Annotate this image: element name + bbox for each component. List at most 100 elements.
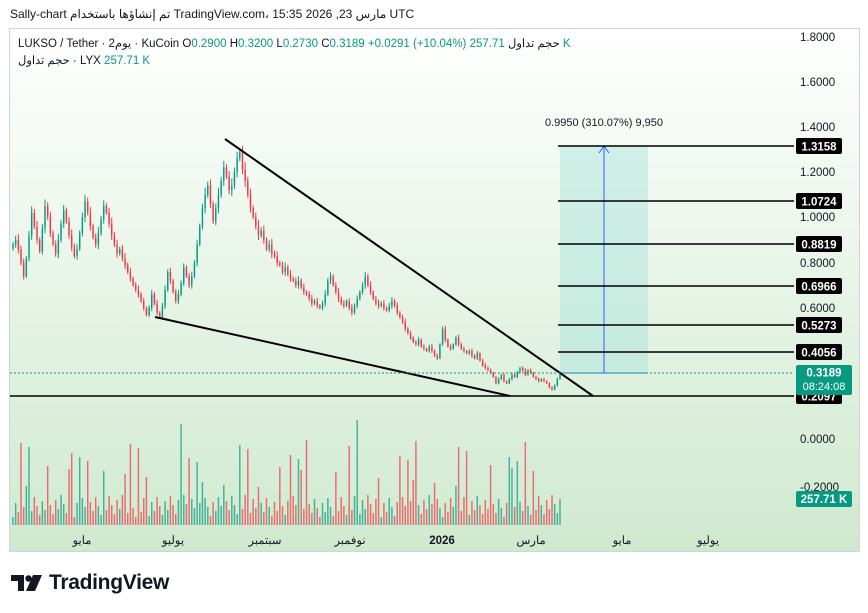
volume-bar: [44, 510, 46, 525]
volume-bar: [108, 496, 110, 525]
volume-bar: [311, 513, 313, 525]
candle-body: [340, 298, 342, 304]
volume-bar: [399, 456, 401, 525]
candle-body: [449, 346, 452, 349]
candle-body: [372, 292, 374, 299]
candle-body: [292, 278, 294, 281]
volume-bar: [281, 506, 284, 525]
lower-trendline[interactable]: [154, 316, 511, 397]
volume-bar: [57, 509, 60, 525]
volume-bar: [14, 503, 17, 525]
candle-body: [479, 353, 481, 361]
tradingview-logo[interactable]: TradingView: [11, 571, 169, 595]
volume-bar: [385, 512, 388, 525]
volume-bar: [244, 495, 246, 525]
volume-bar: [191, 499, 193, 525]
candle-body: [399, 312, 401, 318]
volume-bar: [383, 503, 385, 525]
volume-bar: [348, 446, 350, 525]
price-level-badge-label: 0.5273: [801, 321, 836, 333]
volume-bar: [54, 500, 57, 525]
candle-body: [151, 294, 153, 308]
candle-body: [78, 233, 81, 250]
candle-body: [508, 379, 511, 384]
volume-bar: [94, 497, 97, 525]
volume-bar: [433, 483, 436, 525]
volume-bar: [113, 514, 116, 525]
price-level-badge[interactable]: [796, 193, 842, 209]
volume-bar: [92, 511, 94, 525]
price-level-badge-label: 0.4056: [801, 348, 836, 360]
volume-bar: [479, 505, 481, 525]
candle-body: [489, 370, 492, 373]
x-tick-label: يوليو: [161, 534, 184, 547]
volume-bar: [556, 513, 559, 525]
volume-bar: [260, 503, 262, 525]
price-level-badge[interactable]: [796, 278, 842, 294]
volume-bar: [321, 503, 324, 525]
volume-bar: [204, 498, 206, 525]
y-tick-label: 1.6000: [800, 77, 835, 89]
chart-background: [10, 29, 859, 551]
candle-body: [476, 353, 479, 359]
candle-body: [100, 219, 102, 234]
candle-body: [127, 265, 129, 272]
candle-body: [124, 258, 126, 266]
volume-bar: [188, 458, 190, 525]
volume-bar: [129, 444, 132, 525]
candle-body: [172, 280, 174, 293]
volume-bar: [388, 498, 390, 525]
price-chart[interactable]: 0.9950 (310.07%) 9,950 1.8000 1.6000 1.400…: [10, 29, 860, 552]
price-level-badge[interactable]: [796, 138, 842, 154]
volume-bar: [332, 516, 334, 525]
volume-legend-label: حجم تداول · LYX: [18, 55, 101, 67]
price-level-badge[interactable]: [796, 317, 842, 333]
volume-bar: [489, 465, 492, 525]
volume-bar: [60, 495, 62, 525]
price-level-badge[interactable]: [796, 236, 842, 252]
candle-body: [265, 239, 268, 250]
volume-bar: [223, 485, 225, 525]
volume-bar: [505, 503, 508, 525]
candle-body: [143, 301, 145, 308]
candle-body: [97, 233, 100, 245]
candle-body: [367, 276, 369, 286]
volume-bar: [228, 510, 230, 525]
candle-body: [70, 235, 73, 247]
candle-body: [297, 280, 300, 286]
tradingview-logo-icon: [11, 575, 42, 591]
volume-bar: [521, 511, 524, 525]
candle-body: [52, 233, 54, 245]
upper-trendline[interactable]: [224, 138, 594, 397]
volume-bar: [425, 509, 428, 525]
volume-bar: [249, 513, 252, 525]
candle-body: [57, 239, 60, 254]
candle-body: [164, 289, 166, 306]
candle-body: [92, 226, 94, 238]
y-tick-label: 1.4000: [800, 122, 835, 134]
candle-body: [505, 381, 508, 384]
legend-open-label: O: [182, 38, 192, 50]
volume-bar: [121, 495, 124, 525]
candle-body: [28, 235, 30, 259]
candle-body: [199, 226, 201, 245]
volume-bar: [185, 504, 188, 525]
candle-body: [468, 351, 471, 354]
candle-body: [303, 287, 305, 293]
price-level-badge[interactable]: [796, 344, 842, 360]
chart-frame[interactable]: 0.9950 (310.07%) 9,950 1.8000 1.6000 1.400…: [9, 28, 860, 552]
candle-body: [191, 276, 193, 286]
candle-body: [447, 339, 449, 347]
volume-bar: [257, 487, 260, 525]
candle-body: [249, 194, 252, 209]
volume-bar: [308, 504, 310, 525]
volume-bar: [153, 511, 156, 525]
candle-body: [118, 249, 121, 254]
x-tick-label: مارس: [516, 534, 545, 547]
volume-bar: [271, 516, 273, 525]
candle-body: [17, 239, 20, 250]
volume-bar: [252, 499, 254, 525]
candle-body: [215, 208, 217, 222]
candle-body: [345, 301, 348, 306]
volume-bar: [444, 503, 446, 525]
